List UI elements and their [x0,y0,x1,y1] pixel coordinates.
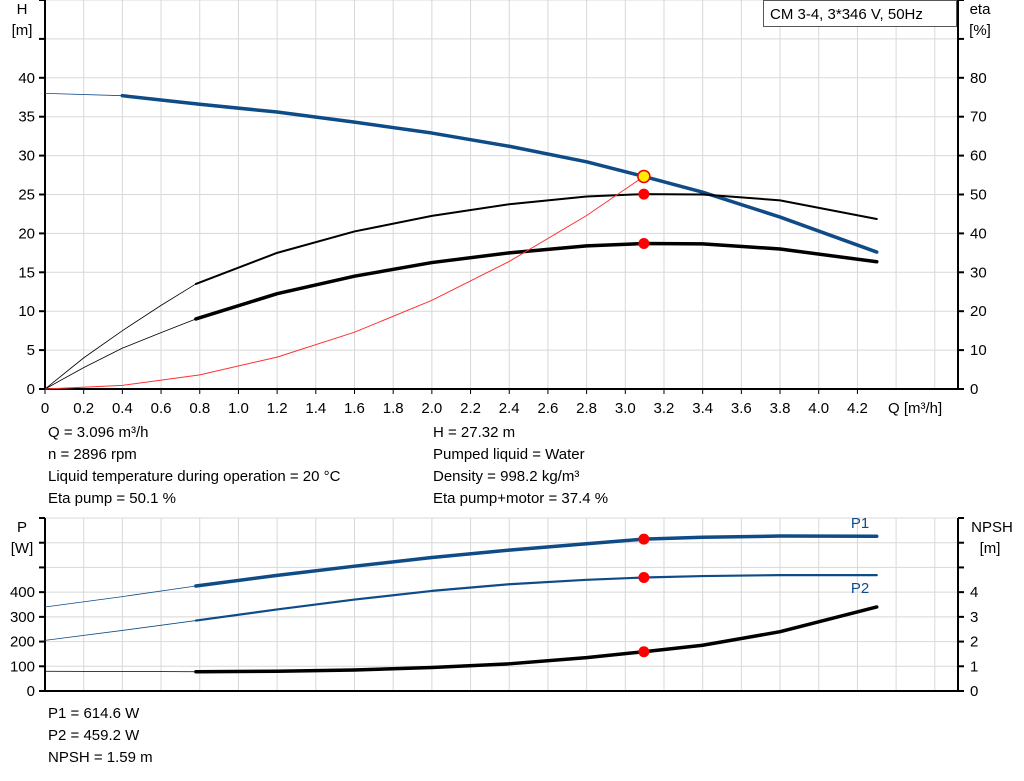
x-tick-label: 1.0 [228,400,249,417]
x-tick-label: 1.2 [267,400,288,417]
y-tick-label: 200 [10,634,35,651]
y-tick-label: 15 [18,264,35,281]
series-eta_pump_motor-curve [194,241,879,321]
duty-point-head [637,169,651,184]
y2-tick-label: 10 [970,342,987,359]
x-tick-label: 3.6 [731,400,752,417]
info-eta-pump-motor: Eta pump+motor = 37.4 % [433,490,609,507]
series-P1-extrapolated [44,585,196,608]
x-tick-label: 1.8 [383,400,404,417]
x-tick-label: 0 [41,400,49,417]
x-tick-label: 4.0 [808,400,829,417]
y-tick-label: 400 [10,584,35,601]
x-tick-label: 3.4 [692,400,713,417]
y2-tick-label: 70 [970,109,987,126]
y2-axis-label: eta [970,1,992,18]
y-tick-label: 5 [27,342,35,359]
x-tick-label: 2.2 [460,400,481,417]
series-label-P2: P2 [851,580,869,597]
y-axis-label: P [17,519,27,536]
series-P2-extrapolated [44,620,196,641]
info-flow: Q = 3.096 m³/h [48,424,149,441]
y-tick-label: 100 [10,658,35,675]
series-npsh-curve [194,605,879,674]
y2-tick-label: 80 [970,70,987,87]
y2-axis-unit: [%] [969,22,991,39]
duty-point-eta_pump [638,188,650,200]
x-tick-label: 4.2 [847,400,868,417]
series-P1-curve [194,534,879,588]
y-tick-label: 20 [18,225,35,242]
y-tick-label: 10 [18,303,35,320]
x-tick-label: 2.8 [576,400,597,417]
info-eta-pump: Eta pump = 50.1 % [48,490,176,507]
y2-tick-label: 3 [970,609,978,626]
duty-point-eta_pump_motor [638,238,650,250]
y-axis-unit: [m] [12,22,33,39]
info-top-left: Q = 3.096 m³/h n = 2896 rpm Liquid tempe… [48,422,340,510]
info-p2: P2 = 459.2 W [48,727,140,744]
info-liquid-temp: Liquid temperature during operation = 20… [48,468,341,485]
x-axis-label: Q [m³/h] [888,400,942,417]
series-head-curve [120,93,879,254]
x-tick-label: 2.4 [499,400,520,417]
y2-tick-label: 30 [970,264,987,281]
y-tick-label: 0 [27,683,35,700]
y2-tick-label: 40 [970,225,987,242]
series-eta_pump-curve [194,193,878,285]
x-tick-label: 0.4 [112,400,133,417]
y-tick-label: 0 [27,381,35,398]
y2-tick-label: 50 [970,187,987,204]
x-tick-label: 1.4 [305,400,326,417]
series-label-P1: P1 [851,515,869,532]
x-tick-label: 0.8 [189,400,210,417]
y-tick-label: 40 [18,70,35,87]
y-axis-label: H [17,1,28,18]
duty-point-npsh [638,646,650,658]
x-tick-label: 2.0 [421,400,442,417]
y2-tick-label: 60 [970,148,987,165]
y2-tick-label: 2 [970,634,978,651]
x-tick-label: 3.0 [615,400,636,417]
info-speed: n = 2896 rpm [48,446,137,463]
info-pumped-liquid: Pumped liquid = Water [433,446,585,463]
pump-legend-box: CM 3-4, 3*346 V, 50Hz [763,0,957,27]
x-tick-label: 0.6 [151,400,172,417]
series-head-extrapolated [44,92,123,97]
y2-tick-label: 20 [970,303,987,320]
y2-axis-unit: [m] [980,540,1001,557]
info-npsh: NPSH = 1.59 m [48,749,153,766]
info-bottom: P1 = 614.6 W P2 = 459.2 W NPSH = 1.59 m [48,703,153,769]
duty-point-P2 [638,572,650,584]
y-tick-label: 35 [18,109,35,126]
info-top-right: H = 27.32 m Pumped liquid = Water Densit… [433,422,608,510]
y-tick-label: 300 [10,609,35,626]
info-p1: P1 = 614.6 W [48,705,140,722]
y2-tick-label: 0 [970,381,978,398]
duty-point-P1 [638,533,650,545]
series-eta_pump-extrapolated [44,283,197,390]
info-density: Density = 998.2 kg/m³ [433,468,580,485]
x-tick-label: 2.6 [537,400,558,417]
series-P2-curve [194,573,878,622]
info-head: H = 27.32 m [433,424,516,441]
x-tick-label: 3.8 [770,400,791,417]
series-eta_pump_motor-extrapolated [44,318,197,390]
x-tick-label: 3.2 [654,400,675,417]
y2-tick-label: 1 [970,658,978,675]
y-tick-label: 25 [18,187,35,204]
y-axis-unit: [W] [11,540,34,557]
x-tick-label: 0.2 [73,400,94,417]
series-system-curve [44,176,645,390]
y2-tick-label: 4 [970,584,978,601]
x-tick-label: 1.6 [344,400,365,417]
y2-axis-label: NPSH [971,519,1013,536]
y-tick-label: 30 [18,148,35,165]
y2-tick-label: 0 [970,683,978,700]
